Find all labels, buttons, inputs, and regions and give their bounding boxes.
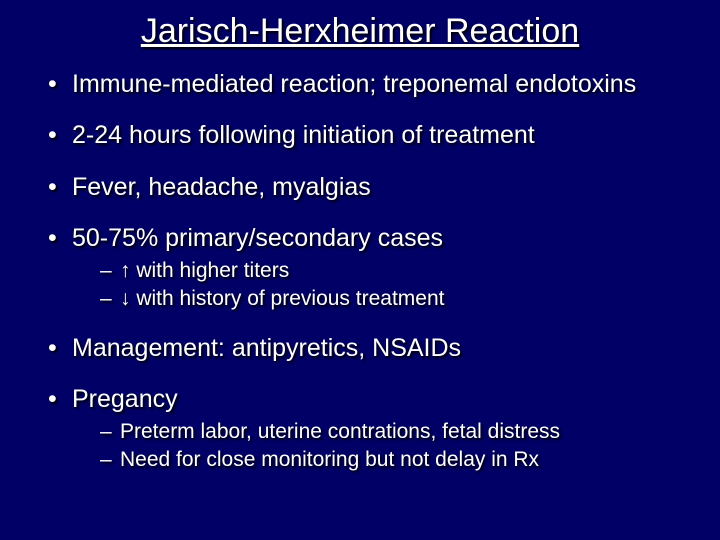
sub-item: Preterm labor, uterine contrations, feta… [100,419,690,445]
sub-item: Need for close monitoring but not delay … [100,447,690,473]
sub-list: Preterm labor, uterine contrations, feta… [72,419,690,474]
list-item: Pregancy Preterm labor, uterine contrati… [48,384,690,474]
list-item: 50-75% primary/secondary cases ↑ with hi… [48,223,690,313]
bullet-text: Pregancy [72,385,178,413]
sub-text: Preterm labor, uterine contrations, feta… [120,420,560,443]
bullet-list: Immune-mediated reaction; treponemal end… [30,69,690,474]
sub-text: ↓ with history of previous treatment [120,287,444,310]
bullet-text: 50-75% primary/secondary cases [72,224,443,252]
slide: Jarisch-Herxheimer Reaction Immune-media… [0,0,720,540]
sub-text: Need for close monitoring but not delay … [120,448,539,471]
title-wrap: Jarisch-Herxheimer Reaction [30,12,690,51]
bullet-text: Immune-mediated reaction; treponemal end… [72,70,636,98]
list-item: Management: antipyretics, NSAIDs [48,333,690,364]
list-item: Immune-mediated reaction; treponemal end… [48,69,690,100]
sub-text: ↑ with higher titers [120,259,289,282]
list-item: Fever, headache, myalgias [48,172,690,203]
sub-item: ↓ with history of previous treatment [100,286,690,312]
sub-list: ↑ with higher titers ↓ with history of p… [72,258,690,313]
bullet-text: 2-24 hours following initiation of treat… [72,121,535,149]
sub-item: ↑ with higher titers [100,258,690,284]
bullet-text: Fever, headache, myalgias [72,173,371,201]
slide-title: Jarisch-Herxheimer Reaction [141,12,579,51]
bullet-text: Management: antipyretics, NSAIDs [72,334,461,362]
list-item: 2-24 hours following initiation of treat… [48,120,690,151]
